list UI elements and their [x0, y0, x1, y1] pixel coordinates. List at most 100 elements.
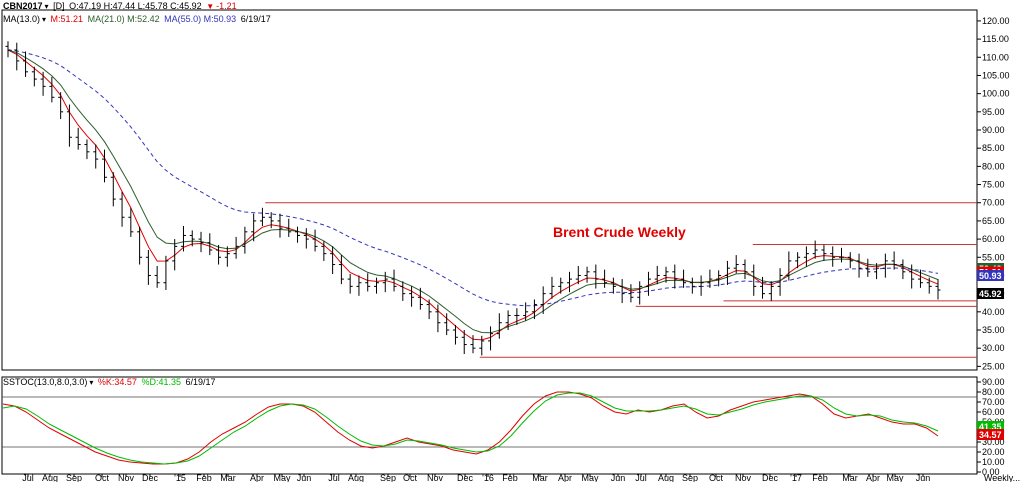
price-bar: [295, 226, 301, 243]
price-bar: [40, 71, 46, 96]
price-axis: 25.0030.0035.0040.0045.0050.0055.0060.00…: [977, 16, 1010, 371]
price-bar: [637, 281, 643, 305]
price-bar: [760, 276, 766, 299]
stoch-dropdown-icon[interactable]: ▾: [89, 378, 94, 387]
x-tick-label: Apr: [250, 473, 264, 482]
price-bar: [312, 229, 318, 252]
x-tick-label: Aug: [42, 473, 58, 482]
price-bar: [654, 266, 660, 285]
ma-dropdown-icon[interactable]: ▾: [42, 15, 47, 24]
price-bar: [31, 66, 37, 87]
symbol-label[interactable]: CBN2017: [3, 1, 43, 11]
price-bar: [847, 252, 853, 269]
stoch-tick-label: 0.00: [982, 467, 1000, 477]
price-bar: [338, 255, 344, 285]
price-bar: [531, 299, 537, 320]
price-bar: [882, 253, 888, 278]
price-bar: [838, 247, 844, 263]
x-tick-label: Nov: [118, 473, 135, 482]
ma13-value: M:51.21: [50, 14, 84, 24]
stoch-tick-label: 60.00: [982, 407, 1005, 417]
price-bar: [584, 266, 590, 283]
stoch-tag: [977, 421, 1004, 432]
price-bar: [812, 240, 818, 259]
price-bar: [891, 251, 897, 270]
price-bar: [935, 279, 941, 300]
price-bar: [628, 284, 634, 303]
price-bar: [452, 324, 458, 345]
price-bar: [172, 239, 178, 271]
x-tick-label: '16: [482, 473, 494, 482]
price-bar: [505, 310, 511, 330]
price-bar: [417, 287, 423, 310]
price-bar: [768, 281, 774, 301]
price-panel-frame: [1, 9, 978, 371]
stoch-label[interactable]: SSTOC(13.0,8.0,3.0): [3, 377, 88, 387]
x-tick-label: Apr: [866, 473, 880, 482]
price-tag-label: 50.93: [979, 271, 1002, 281]
x-tick-label: Apr: [558, 473, 572, 482]
ma13-line: [7, 49, 939, 341]
price-bar: [391, 269, 397, 292]
price-bar: [540, 286, 546, 314]
price-bar: [303, 228, 309, 249]
price-tick-label: 40.00: [982, 307, 1005, 317]
ohlc-label: O:47.19 H:47.44 L:45.78 C:45.92: [69, 1, 202, 11]
price-bar: [66, 104, 72, 147]
price-bar: [207, 233, 213, 256]
price-bar: [698, 275, 704, 296]
ma-label[interactable]: MA(13.0): [3, 14, 41, 24]
x-tick-label: Sep: [66, 473, 82, 482]
x-tick-label: Dec: [762, 473, 779, 482]
price-bar: [496, 313, 502, 339]
price-bar: [724, 260, 730, 285]
price-bar: [742, 259, 748, 280]
price-bar: [645, 271, 651, 296]
x-tick-label: Jul: [635, 473, 647, 482]
price-bar: [58, 92, 64, 120]
price-tick-label: 110.00: [982, 52, 1009, 62]
price-bar: [198, 231, 204, 253]
price-bar: [137, 226, 143, 265]
x-tick-label: '15: [174, 473, 186, 482]
price-bar: [347, 274, 353, 294]
price-tick-label: 70.00: [982, 198, 1005, 208]
stoch-date: 6/19/17: [185, 377, 216, 387]
price-bar: [619, 279, 625, 304]
symbol-dropdown-icon[interactable]: ▾: [44, 2, 49, 11]
price-bar: [786, 251, 792, 281]
x-tick-label: Jun: [916, 473, 931, 482]
price-bar: [119, 191, 125, 227]
price-bar: [49, 76, 55, 103]
ma55-value: MA(55.0) M:50.93: [164, 14, 237, 24]
price-tick-label: 85.00: [982, 143, 1005, 153]
x-tick-label: Mar: [842, 473, 858, 482]
stoch-tick-label: 10.00: [982, 457, 1005, 467]
price-bar: [777, 268, 783, 296]
stoch-tag: [977, 429, 1004, 440]
price-bar: [145, 250, 151, 285]
price-bar: [268, 212, 274, 229]
price-tick-label: 25.00: [982, 361, 1005, 371]
stochastic-lines: [2, 391, 939, 465]
price-bar: [180, 226, 186, 252]
x-tick-label: Feb: [812, 473, 828, 482]
price-bar: [821, 244, 827, 261]
price-tag: [977, 288, 1004, 299]
x-tick-label: Nov: [735, 473, 752, 482]
stochastic-axis: 0.0010.0020.0030.0040.0050.0060.0070.008…: [2, 377, 1005, 477]
stoch-tick-label: 80.00: [982, 387, 1005, 397]
chart-annotation: Brent Crude Weekly: [553, 224, 686, 240]
x-tick-label: Jun: [297, 473, 312, 482]
price-bar: [865, 258, 871, 277]
stoch-tick-label: 90.00: [982, 377, 1005, 387]
moving-average-lines: [7, 49, 939, 341]
price-bar: [128, 207, 134, 237]
price-bar: [189, 230, 195, 247]
price-tick-label: 60.00: [982, 234, 1005, 244]
price-bar: [663, 266, 669, 283]
price-bar: [110, 172, 116, 207]
price-bar: [102, 149, 108, 183]
price-tag: [977, 270, 1004, 281]
